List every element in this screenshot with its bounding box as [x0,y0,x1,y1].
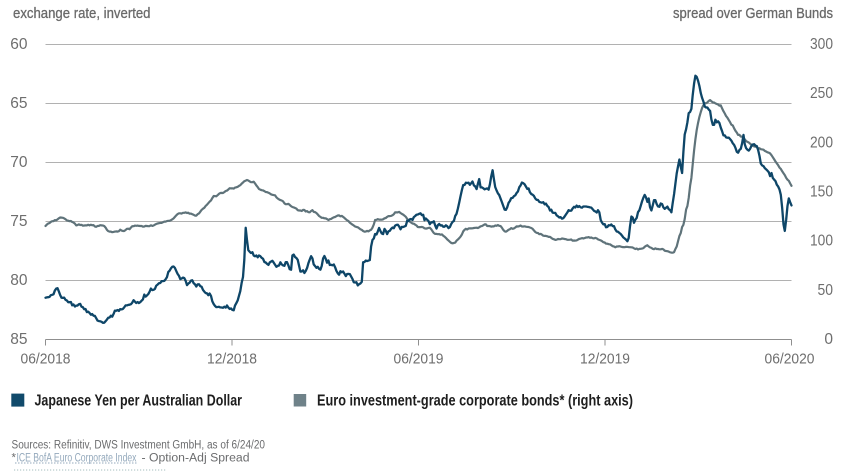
svg-text:Japanese Yen per Australian Do: Japanese Yen per Australian Dollar [35,393,243,410]
svg-text:exchange rate, inverted: exchange rate, inverted [13,5,151,22]
svg-text:Euro investment-grade corporat: Euro investment-grade corporate bonds* (… [317,393,633,410]
svg-text:06/2018: 06/2018 [21,351,71,368]
svg-text:85: 85 [10,331,27,348]
svg-text:60: 60 [10,36,28,53]
svg-text:70: 70 [10,154,28,171]
svg-text:06/2020: 06/2020 [765,351,815,368]
svg-text:ICE BofA Euro Corporate Index: ICE BofA Euro Corporate Index [17,453,137,465]
svg-text:200: 200 [810,134,833,151]
svg-text:100: 100 [810,233,833,250]
svg-text:150: 150 [810,184,833,201]
svg-text:300: 300 [810,36,833,53]
svg-text:0: 0 [824,331,833,348]
svg-text:250: 250 [810,85,833,102]
svg-text:80: 80 [10,272,28,289]
svg-text:spread over German Bunds: spread over German Bunds [673,5,833,22]
svg-text:12/2018: 12/2018 [207,351,257,368]
svg-text:50: 50 [818,282,834,299]
svg-text:65: 65 [10,95,27,112]
svg-text:*: * [12,453,17,465]
svg-text:Sources: Refinitiv, DWS Invest: Sources: Refinitiv, DWS Investment GmbH,… [12,440,266,452]
svg-text:- Option-Adj Spread: - Option-Adj Spread [142,453,250,465]
svg-text:06/2019: 06/2019 [394,351,444,368]
svg-text:75: 75 [10,213,27,230]
svg-text:12/2019: 12/2019 [580,351,630,368]
